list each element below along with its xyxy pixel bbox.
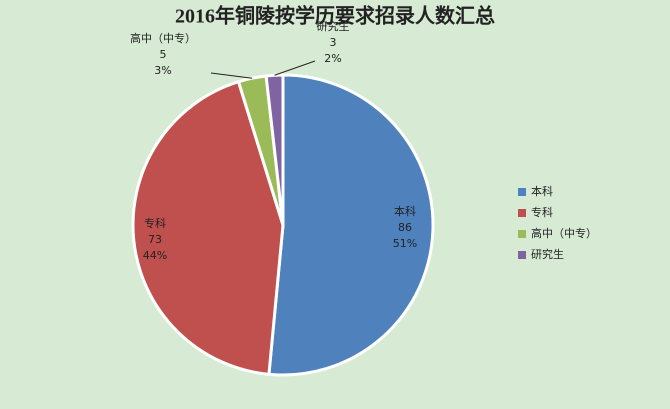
data-label-percent: 2%	[324, 52, 341, 65]
pie-slice	[264, 73, 285, 226]
leader-line	[274, 60, 316, 76]
legend-label: 研究生	[531, 247, 564, 261]
data-label-name: 高中（中专）	[130, 31, 196, 45]
data-label-percent: 51%	[393, 237, 417, 250]
legend-swatch	[518, 188, 526, 196]
legend-swatch	[518, 230, 526, 238]
data-label-value: 3	[330, 36, 337, 49]
legend-swatch	[518, 251, 526, 259]
chart-title: 2016年铜陵按学历要求招录人数汇总	[175, 4, 495, 28]
data-label-name: 研究生	[317, 19, 350, 33]
pie-slice	[267, 73, 435, 377]
data-label-value: 5	[160, 48, 167, 61]
leader-line	[210, 72, 253, 79]
legend-label: 本科	[531, 184, 553, 198]
legend-label: 专科	[531, 205, 553, 219]
pie-slice	[131, 79, 285, 376]
legend-label: 高中（中专）	[531, 226, 597, 240]
legend-swatch	[518, 209, 526, 217]
data-label-value: 73	[148, 233, 162, 246]
data-label-name: 专科	[144, 216, 166, 230]
data-label-name: 本科	[394, 204, 416, 218]
data-label-value: 86	[398, 221, 412, 234]
data-label-percent: 44%	[143, 249, 167, 262]
data-label-percent: 3%	[154, 64, 171, 77]
